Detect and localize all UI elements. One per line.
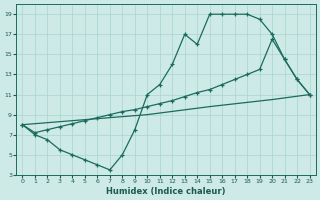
X-axis label: Humidex (Indice chaleur): Humidex (Indice chaleur) xyxy=(106,187,226,196)
